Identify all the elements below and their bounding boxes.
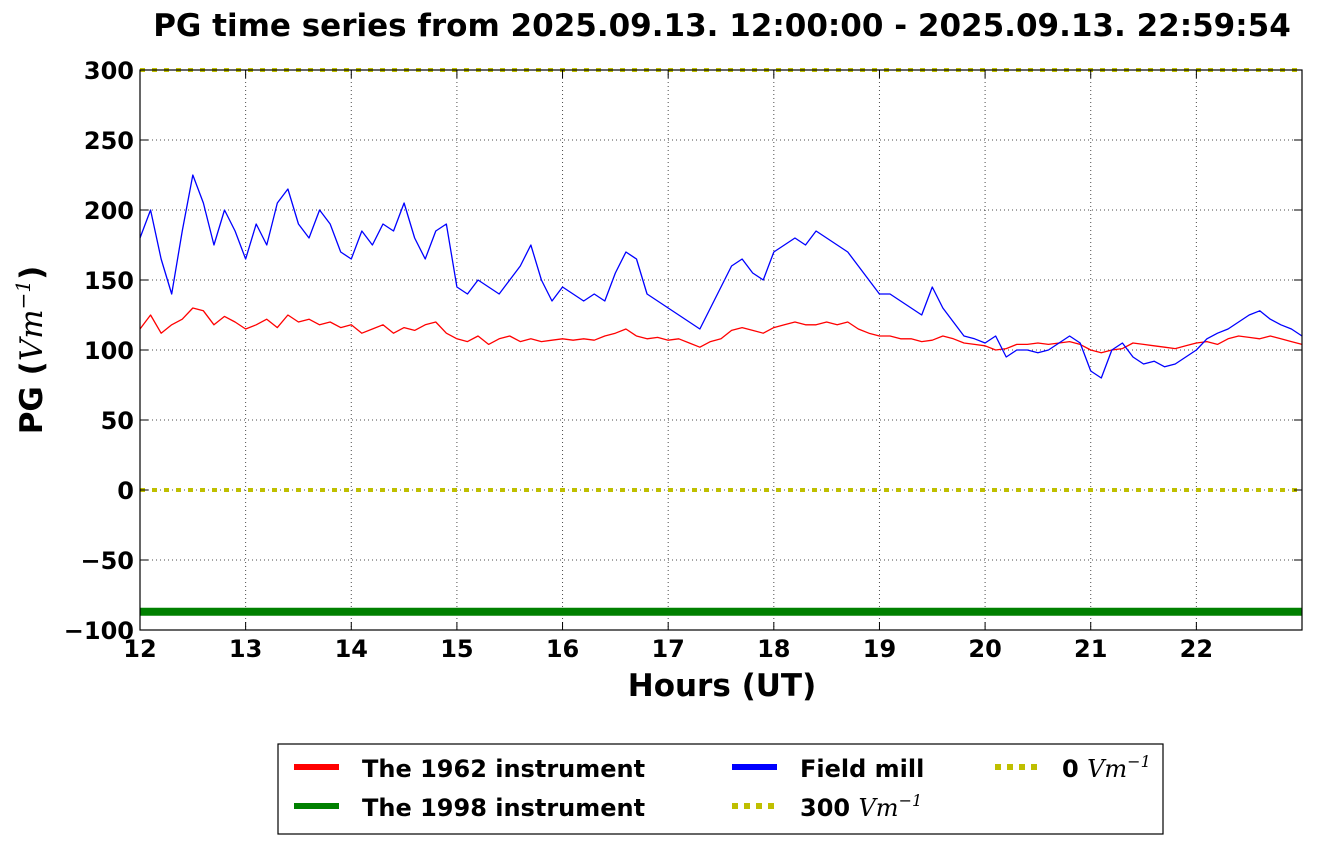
legend-label-300-unit: Vm xyxy=(858,794,898,822)
x-tick-label: 18 xyxy=(757,635,790,663)
y-axis-label-text: PG ( xyxy=(14,361,50,434)
legend-label-0-unit: Vm xyxy=(1087,755,1127,783)
x-tick-label: 12 xyxy=(123,635,156,663)
y-tick-label: −50 xyxy=(80,547,134,575)
x-tick-label: 20 xyxy=(968,635,1001,663)
y-axis-label-close: ) xyxy=(14,266,50,280)
series-field-mill-line xyxy=(139,174,1303,379)
series-1962-line xyxy=(139,307,1303,354)
x-axis-label: Hours (UT) xyxy=(628,668,817,704)
y-axis: −100 −50 0 50 100 150 200 250 300 xyxy=(64,57,1302,645)
legend-label-0-number: 0 xyxy=(1062,755,1079,783)
x-tick-label: 22 xyxy=(1180,635,1213,663)
x-axis: 12 13 14 15 16 17 18 19 20 21 22 xyxy=(123,70,1213,663)
y-tick-label: 200 xyxy=(84,197,134,225)
legend-label-300: 300 Vm−1 xyxy=(800,791,922,822)
legend: The 1962 instrument The 1998 instrument … xyxy=(277,743,1164,835)
y-axis-label: PG (Vm−1) xyxy=(11,266,50,435)
y-tick-label: −100 xyxy=(64,617,134,645)
x-tick-label: 19 xyxy=(863,635,896,663)
x-tick-label: 21 xyxy=(1074,635,1107,663)
legend-label-1962: The 1962 instrument xyxy=(362,755,645,783)
y-axis-label-exp: −1 xyxy=(11,280,35,309)
legend-label-0-exp: −1 xyxy=(1127,752,1151,771)
x-tick-label: 17 xyxy=(651,635,684,663)
x-tick-label: 15 xyxy=(440,635,473,663)
legend-label-300-exp: −1 xyxy=(899,791,923,810)
legend-frame xyxy=(277,743,1164,835)
y-tick-label: 250 xyxy=(84,127,134,155)
y-tick-label: 0 xyxy=(117,477,134,505)
chart-title: PG time series from 2025.09.13. 12:00:00… xyxy=(153,8,1291,44)
y-tick-label: 300 xyxy=(84,57,134,85)
x-tick-label: 13 xyxy=(229,635,262,663)
series-layer xyxy=(139,68,1303,616)
y-tick-label: 150 xyxy=(84,267,134,295)
legend-label-0: 0 Vm−1 xyxy=(1062,752,1151,783)
y-tick-label: 50 xyxy=(101,407,134,435)
y-tick-label: 100 xyxy=(84,337,134,365)
x-tick-label: 14 xyxy=(335,635,368,663)
x-tick-label: 16 xyxy=(546,635,579,663)
legend-label-1998: The 1998 instrument xyxy=(362,794,645,822)
legend-label-300-number: 300 xyxy=(800,794,850,822)
y-axis-label-unit: Vm xyxy=(14,309,50,361)
legend-label-field-mill: Field mill xyxy=(800,755,924,783)
